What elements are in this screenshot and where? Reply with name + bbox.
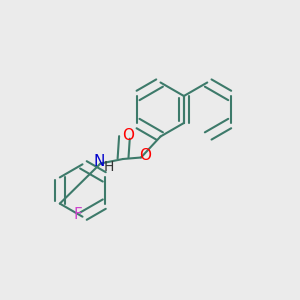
Text: H: H bbox=[104, 160, 114, 174]
Text: F: F bbox=[74, 207, 82, 222]
Text: O: O bbox=[139, 148, 151, 163]
Text: N: N bbox=[93, 154, 105, 169]
Text: O: O bbox=[122, 128, 134, 143]
